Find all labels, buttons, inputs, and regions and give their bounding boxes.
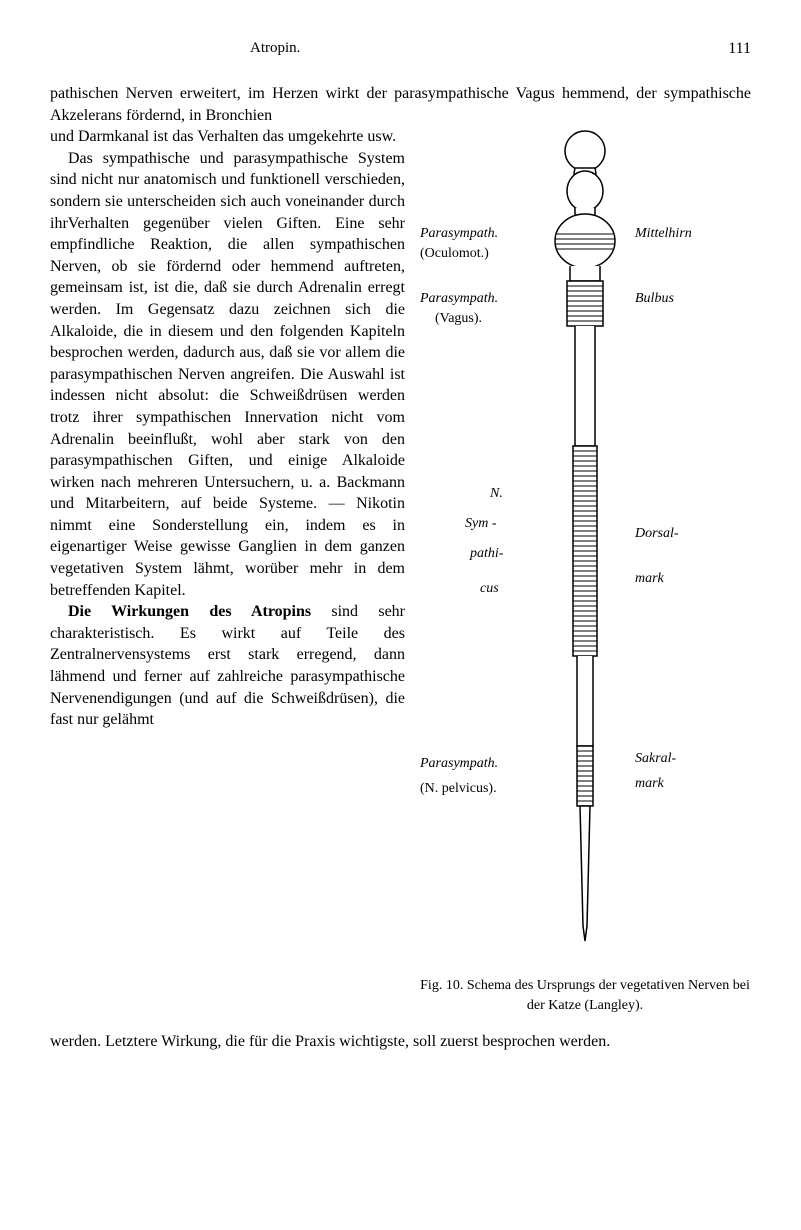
paragraph-2: Die Wirkungen des Atropins sind sehr cha… <box>50 601 405 731</box>
label-vagus: (Vagus). <box>435 311 482 327</box>
label-parasympath-3: Parasympath. <box>420 756 498 772</box>
label-cus: cus <box>480 581 499 597</box>
figure-column: Parasympath. (Oculomot.) Mittelhirn Para… <box>420 126 750 1026</box>
paragraph-1a: und Darmkanal ist das Verhalten das umge… <box>50 126 405 148</box>
label-parasympath-1: Parasympath. <box>420 226 498 242</box>
header-title: Atropin. <box>250 40 300 58</box>
figure-10: Parasympath. (Oculomot.) Mittelhirn Para… <box>420 126 750 1026</box>
paragraph-2-bold: Die Wirkungen des Atropins <box>68 603 311 620</box>
main-content: und Darmkanal ist das Verhalten das umge… <box>50 126 751 1026</box>
paragraph-2-rest: sind sehr charakteristisch. Es wirkt auf… <box>50 603 405 728</box>
label-sym: Sym - <box>465 516 497 532</box>
label-mark-2: mark <box>635 776 664 792</box>
label-mittelhirn: Mittelhirn <box>635 226 692 242</box>
figure-caption: Fig. 10. Schema des Ursprungs der vegeta… <box>420 976 750 1015</box>
label-dorsal: Dorsal- <box>635 526 679 542</box>
text-column: und Darmkanal ist das Verhalten das umge… <box>50 126 405 1026</box>
label-mark-1: mark <box>635 571 664 587</box>
label-npelvicus: (N. pelvicus). <box>420 781 497 797</box>
closing-paragraph: werden. Letztere Wirkung, die für die Pr… <box>50 1031 751 1053</box>
label-bulbus: Bulbus <box>635 291 674 307</box>
label-sakral: Sakral- <box>635 751 676 767</box>
label-oculomot: (Oculomot.) <box>420 246 489 262</box>
page-number: 111 <box>728 40 751 58</box>
paragraph-1: Das sympathische und parasym­pathische S… <box>50 148 405 601</box>
intro-paragraph: pathischen Nerven erweitert, im Herzen w… <box>50 83 751 126</box>
label-n: N. <box>490 486 503 502</box>
label-parasympath-2: Parasympath. <box>420 291 498 307</box>
page-header: Atropin. 111 <box>50 40 751 58</box>
spinal-diagram <box>545 126 625 946</box>
label-pathi: pathi- <box>470 546 503 562</box>
